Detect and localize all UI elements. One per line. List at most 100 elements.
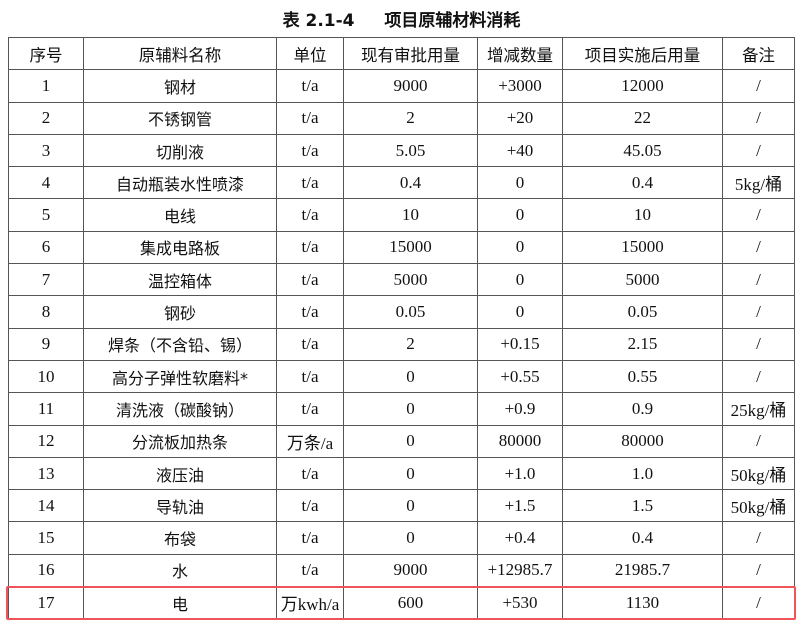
table-row: 8 钢砂 t/a 0.05 0 0.05/	[8, 295, 795, 329]
table-cell: 1	[8, 69, 84, 103]
table-cell: /	[722, 327, 795, 361]
table-cell: /	[722, 133, 795, 168]
table-cell: 5.05	[343, 133, 478, 168]
table-row: 7 温控箱体 t/a 5000 0 5000/	[8, 263, 795, 297]
column-header: 增减数量	[477, 36, 563, 71]
table-cell: 3	[8, 133, 84, 168]
table-row: 12 分流板加热条 万条/a 0 80000 80000/	[8, 424, 795, 458]
table-cell: 25kg/桶	[722, 392, 795, 426]
table-cell: 高分子弹性软磨料*	[83, 359, 277, 394]
table-cell: +3000	[477, 69, 563, 103]
table-cell: 21985.7	[562, 553, 723, 588]
table-cell: 焊条（不含铅、锡）	[83, 327, 277, 361]
table-cell: 集成电路板	[83, 230, 277, 265]
table-cell: 1.0	[562, 456, 723, 491]
table-cell: 0	[343, 489, 478, 523]
table-cell: 0	[343, 521, 478, 555]
table-cell: 2.15	[562, 327, 723, 361]
table-cell: 5000	[343, 263, 478, 297]
table-cell: 2	[343, 101, 478, 135]
table-cell: 0.05	[343, 295, 478, 329]
table-cell: 液压油	[83, 456, 277, 491]
table-cell: 15000	[343, 230, 478, 265]
table-cell: 50kg/桶	[722, 456, 795, 491]
table-cell: 0	[477, 295, 563, 329]
table-row: 10 高分子弹性软磨料* t/a 0 +0.55 0.55/	[8, 359, 795, 394]
table-cell: /	[722, 101, 795, 135]
table-cell: 12	[8, 424, 84, 458]
table-cell: 1.5	[562, 489, 723, 523]
table-cell: 0	[477, 263, 563, 297]
table-cell: 0.55	[562, 359, 723, 394]
table-row: 17 电万kwh/a 600 +530 1130/	[8, 586, 795, 620]
table-cell: 10	[8, 359, 84, 394]
table-row: 2 不锈钢管 t/a 2 +20 22/	[8, 101, 795, 135]
table-cell: t/a	[276, 198, 344, 232]
column-header: 原辅料名称	[83, 36, 277, 71]
table-cell: t/a	[276, 133, 344, 168]
table-cell: 0.05	[562, 295, 723, 329]
table-cell: +1.0	[477, 456, 563, 491]
table-cell: 22	[562, 101, 723, 135]
table-cell: 电线	[83, 198, 277, 232]
table-cell: 80000	[477, 424, 563, 458]
table-cell: 17	[8, 586, 84, 620]
table-row: 1 钢材 t/a 9000 +3000 12000/	[8, 69, 795, 103]
table-cell: 钢材	[83, 69, 277, 103]
table-cell: 0	[343, 424, 478, 458]
table-cell: 45.05	[562, 133, 723, 168]
table-cell: 5kg/桶	[722, 166, 795, 200]
table-cell: /	[722, 198, 795, 232]
table-cell: t/a	[276, 359, 344, 394]
table-cell: t/a	[276, 69, 344, 103]
table-cell: t/a	[276, 101, 344, 135]
table-cell: 15	[8, 521, 84, 555]
table-row: 16 水 t/a 9000 +12985.7 21985.7/	[8, 553, 795, 588]
table-cell: t/a	[276, 263, 344, 297]
table-cell: /	[722, 295, 795, 329]
table-cell: 电	[83, 586, 277, 620]
table-cell: 切削液	[83, 133, 277, 168]
table-cell: 8	[8, 295, 84, 329]
table-cell: /	[722, 69, 795, 103]
table-cell: 80000	[562, 424, 723, 458]
table-cell: 温控箱体	[83, 263, 277, 297]
table-cell: +1.5	[477, 489, 563, 523]
table-cell: 0.4	[343, 166, 478, 200]
table-cell: 0	[477, 166, 563, 200]
table-cell: 0	[477, 198, 563, 232]
materials-table: 序号 原辅料名称 单位 现有审批用量 增减数量 项目实施后用量 备注 1 钢材 t/a 9000 +…	[8, 36, 795, 620]
table-cell: +0.9	[477, 392, 563, 426]
table-row: 15 布袋 t/a 0 +0.4 0.4/	[8, 521, 795, 555]
table-cell: +0.55	[477, 359, 563, 394]
table-cell: +0.15	[477, 327, 563, 361]
table-cell: 2	[8, 101, 84, 135]
table-cell: /	[722, 359, 795, 394]
table-row: 14 导轨油 t/a 0 +1.5 1.5 50kg/桶	[8, 489, 795, 523]
table-cell: 0.9	[562, 392, 723, 426]
table-cell: /	[722, 521, 795, 555]
table-cell: 10	[343, 198, 478, 232]
table-cell: 0.4	[562, 521, 723, 555]
table-cell: 10	[562, 198, 723, 232]
table-cell: t/a	[276, 489, 344, 523]
table-cell: +12985.7	[477, 553, 563, 588]
table-row: 11 清洗液（碳酸钠） t/a 0 +0.9 0.9 25kg/桶	[8, 392, 795, 426]
table-cell: t/a	[276, 327, 344, 361]
table-cell: t/a	[276, 521, 344, 555]
table-cell: t/a	[276, 553, 344, 588]
table-cell: 0.4	[562, 166, 723, 200]
table-cell: /	[722, 263, 795, 297]
table-cell: +40	[477, 133, 563, 168]
table-cell: 5	[8, 198, 84, 232]
column-header: 序号	[8, 36, 84, 71]
column-header: 现有审批用量	[343, 36, 478, 71]
table-cell: 50kg/桶	[722, 489, 795, 523]
table-cell: 600	[343, 586, 478, 620]
table-cell: 11	[8, 392, 84, 426]
table-cell: 0	[343, 359, 478, 394]
table-cell: 万条/a	[276, 424, 344, 458]
table-cell: t/a	[276, 230, 344, 265]
table-row: 5 电线 t/a 10 0 10/	[8, 198, 795, 232]
table-cell: 清洗液（碳酸钠）	[83, 392, 277, 426]
